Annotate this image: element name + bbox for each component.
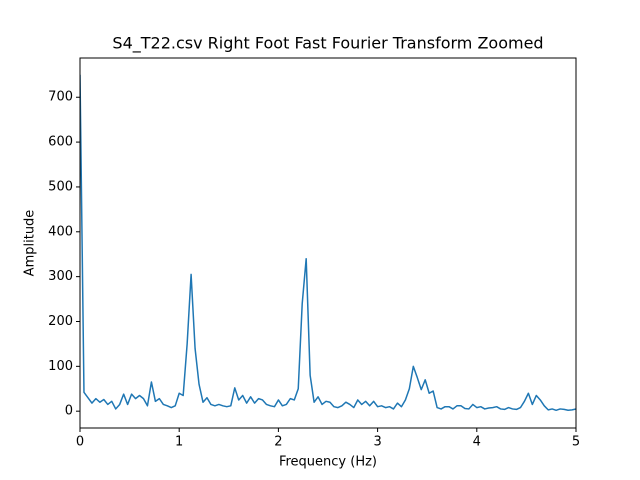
y-tick-label: 200 (48, 314, 73, 329)
data-line (80, 74, 576, 412)
x-tick-label: 1 (175, 435, 183, 450)
y-tick-label: 500 (48, 179, 73, 194)
y-tick-label: 700 (48, 90, 73, 105)
chart-title: S4_T22.csv Right Foot Fast Fourier Trans… (112, 34, 543, 54)
x-tick-label: 0 (76, 435, 84, 450)
plot-frame (79, 57, 577, 429)
x-axis-label: Frequency (Hz) (279, 455, 377, 470)
x-tick-label: 3 (373, 435, 381, 450)
x-tick-label: 5 (572, 435, 580, 450)
x-tick-label: 2 (274, 435, 282, 450)
y-tick-label: 100 (48, 359, 73, 374)
y-tick-label: 600 (48, 135, 73, 150)
y-axis-label: Amplitude (23, 210, 38, 277)
y-tick-label: 400 (48, 224, 73, 239)
y-tick-label: 300 (48, 269, 73, 284)
y-tick-label: 0 (65, 404, 73, 419)
x-tick-label: 4 (473, 435, 481, 450)
